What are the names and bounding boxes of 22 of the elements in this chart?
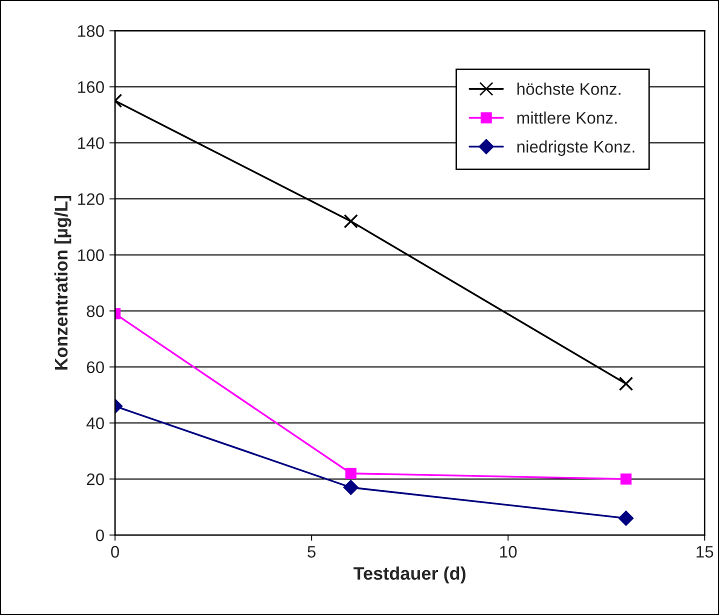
y-tick-label: 20 xyxy=(86,473,104,486)
x-axis-title: Testdauer (d) xyxy=(354,566,466,584)
x-tick-label: 15 xyxy=(696,546,714,558)
y-tick-label: 180 xyxy=(78,25,104,37)
y-tick-label: 140 xyxy=(78,137,104,150)
point xyxy=(618,510,634,526)
point xyxy=(618,376,634,391)
y-tick-label: 60 xyxy=(86,361,104,374)
legend-label: mittlere Konz. xyxy=(517,112,617,124)
point xyxy=(620,473,632,485)
y-axis-title: Konzentration [µg/L] xyxy=(54,196,72,370)
legend-label: höchste Konz. xyxy=(517,82,620,95)
y-tick-label: 40 xyxy=(86,417,104,430)
legend-label: niedrigste Konz. xyxy=(517,140,634,156)
y-tick-label: 100 xyxy=(78,249,104,262)
y-tick-label: 0 xyxy=(96,529,104,542)
y-tick-label: 80 xyxy=(86,305,104,318)
x-tick-label: 5 xyxy=(308,546,316,558)
x-tick-label: 10 xyxy=(500,546,517,558)
y-tick-label: 120 xyxy=(78,193,104,206)
y-tick-label: 160 xyxy=(78,81,104,93)
x-tick-label: 0 xyxy=(111,546,120,558)
